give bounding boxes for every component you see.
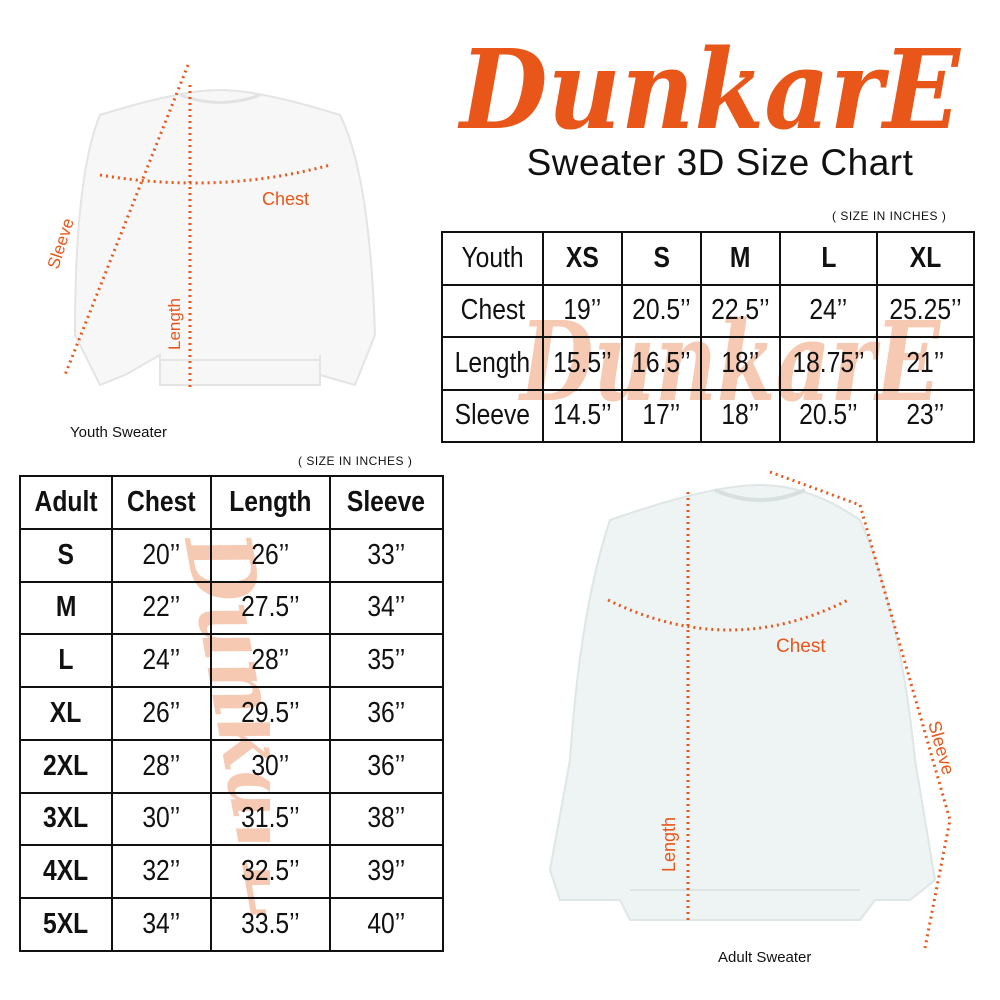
header-cell: M: [700, 231, 782, 286]
adult-sweater-illustration: Chest Length Sleeve: [548, 470, 959, 949]
cell: 39’’: [328, 844, 445, 900]
cell: 22’’: [110, 580, 213, 636]
cell: 21’’: [876, 336, 975, 391]
row-label: XL: [19, 686, 113, 741]
cell: 18’’: [700, 336, 782, 391]
cell: 20.5’’: [779, 388, 879, 443]
adult-length-label: Length: [659, 817, 679, 872]
table-row: 2XL 28’’ 30’’ 36’’: [19, 738, 445, 794]
row-label: L: [19, 633, 113, 689]
table-header-row: Adult Chest Length Sleeve: [19, 475, 445, 530]
adult-chest-label: Chest: [776, 636, 826, 657]
youth-sweater-illustration: Chest Length Sleeve: [44, 64, 377, 387]
cell: 15.5’’: [542, 336, 624, 391]
row-label: 2XL: [19, 738, 113, 794]
cell: 18’’: [700, 388, 782, 443]
adult-caption: Adult Sweater: [718, 949, 812, 966]
table-row: M 22’’ 27.5’’ 34’’: [19, 580, 445, 636]
cell: 22.5’’: [700, 283, 782, 338]
brand-logo: DunkarE: [457, 25, 962, 154]
cell: 28’’: [110, 738, 213, 794]
row-label: Sleeve: [440, 388, 545, 443]
cell: 25.25’’: [876, 283, 975, 338]
cell: 26’’: [110, 686, 213, 741]
cell: 33’’: [328, 527, 445, 583]
header-cell: Adult: [19, 475, 113, 530]
adult-size-table: Adult Chest Length Sleeve S 20’’ 26’’ 33’’ …: [19, 475, 445, 952]
adult-unit-note: ( SIZE IN INCHES ): [298, 454, 413, 468]
cell: 20’’: [110, 527, 213, 583]
table-row: Chest 19’’ 20.5’’ 22.5’’ 24’’ 25.25’’: [440, 283, 975, 338]
cell: 27.5’’: [210, 580, 331, 636]
cell: 36’’: [328, 738, 445, 794]
cell: 32.5’’: [210, 844, 331, 900]
row-label: M: [19, 580, 113, 636]
cell: 34’’: [110, 897, 213, 952]
youth-sleeve-label: Sleeve: [44, 216, 78, 271]
youth-chest-arrow: [99, 163, 331, 185]
cell: 36’’: [328, 686, 445, 741]
table-header-row: Youth XS S M L XL: [440, 231, 975, 286]
cell: 30’’: [210, 738, 331, 794]
table-row: 5XL 34’’ 33.5’’ 40’’: [19, 897, 445, 952]
table-row: L 24’’ 28’’ 35’’: [19, 633, 445, 689]
cell: 24’’: [110, 633, 213, 689]
cell: 28’’: [210, 633, 331, 689]
cell: 40’’: [328, 897, 445, 952]
header-cell: Chest: [110, 475, 213, 530]
header-cell: Length: [210, 475, 331, 530]
youth-unit-note: ( SIZE IN INCHES ): [832, 209, 947, 223]
cell: 30’’: [110, 791, 213, 847]
table-row: Sleeve 14.5’’ 17’’ 18’’ 20.5’’ 23’’: [440, 388, 975, 443]
row-label: Chest: [440, 283, 545, 338]
header-cell: L: [779, 231, 879, 286]
header-cell: XL: [876, 231, 975, 286]
row-label: Length: [440, 336, 545, 391]
youth-length-label: Length: [165, 298, 184, 350]
cell: 29.5’’: [210, 686, 331, 741]
cell: 31.5’’: [210, 791, 331, 847]
table-row: Length 15.5’’ 16.5’’ 18’’ 18.75’’ 21’’: [440, 336, 975, 391]
cell: 17’’: [621, 388, 703, 443]
row-label: 3XL: [19, 791, 113, 847]
cell: 33.5’’: [210, 897, 331, 952]
cell: 19’’: [542, 283, 624, 338]
cell: 24’’: [779, 283, 879, 338]
youth-chest-label: Chest: [262, 189, 309, 209]
cell: 26’’: [210, 527, 331, 583]
row-label: S: [19, 527, 113, 583]
adult-sleeve-arrow: [769, 470, 952, 949]
header-cell: Sleeve: [328, 475, 445, 530]
cell: 18.75’’: [779, 336, 879, 391]
adult-chest-arrow: [607, 598, 849, 632]
cell: 20.5’’: [621, 283, 703, 338]
table-row: 4XL 32’’ 32.5’’ 39’’: [19, 844, 445, 900]
cell: 35’’: [328, 633, 445, 689]
header-cell: Youth: [440, 231, 545, 286]
cell: 14.5’’: [542, 388, 624, 443]
table-row: S 20’’ 26’’ 33’’: [19, 527, 445, 583]
table-row: 3XL 30’’ 31.5’’ 38’’: [19, 791, 445, 847]
youth-size-table: Youth XS S M L XL Chest 19’’ 20.5’’ 22.5’’ 2…: [440, 231, 975, 443]
cell: 16.5’’: [621, 336, 703, 391]
row-label: 4XL: [19, 844, 113, 900]
row-label: 5XL: [19, 897, 113, 952]
header-cell: XS: [542, 231, 624, 286]
cell: 38’’: [328, 791, 445, 847]
page-title: Sweater 3D Size Chart: [526, 142, 914, 183]
cell: 32’’: [110, 844, 213, 900]
youth-sleeve-arrow: [63, 64, 190, 376]
cell: 23’’: [876, 388, 975, 443]
header-cell: S: [621, 231, 703, 286]
logo-text: DunkarE: [457, 25, 962, 154]
cell: 34’’: [328, 580, 445, 636]
youth-caption: Youth Sweater: [70, 424, 168, 441]
table-row: XL 26’’ 29.5’’ 36’’: [19, 686, 445, 741]
